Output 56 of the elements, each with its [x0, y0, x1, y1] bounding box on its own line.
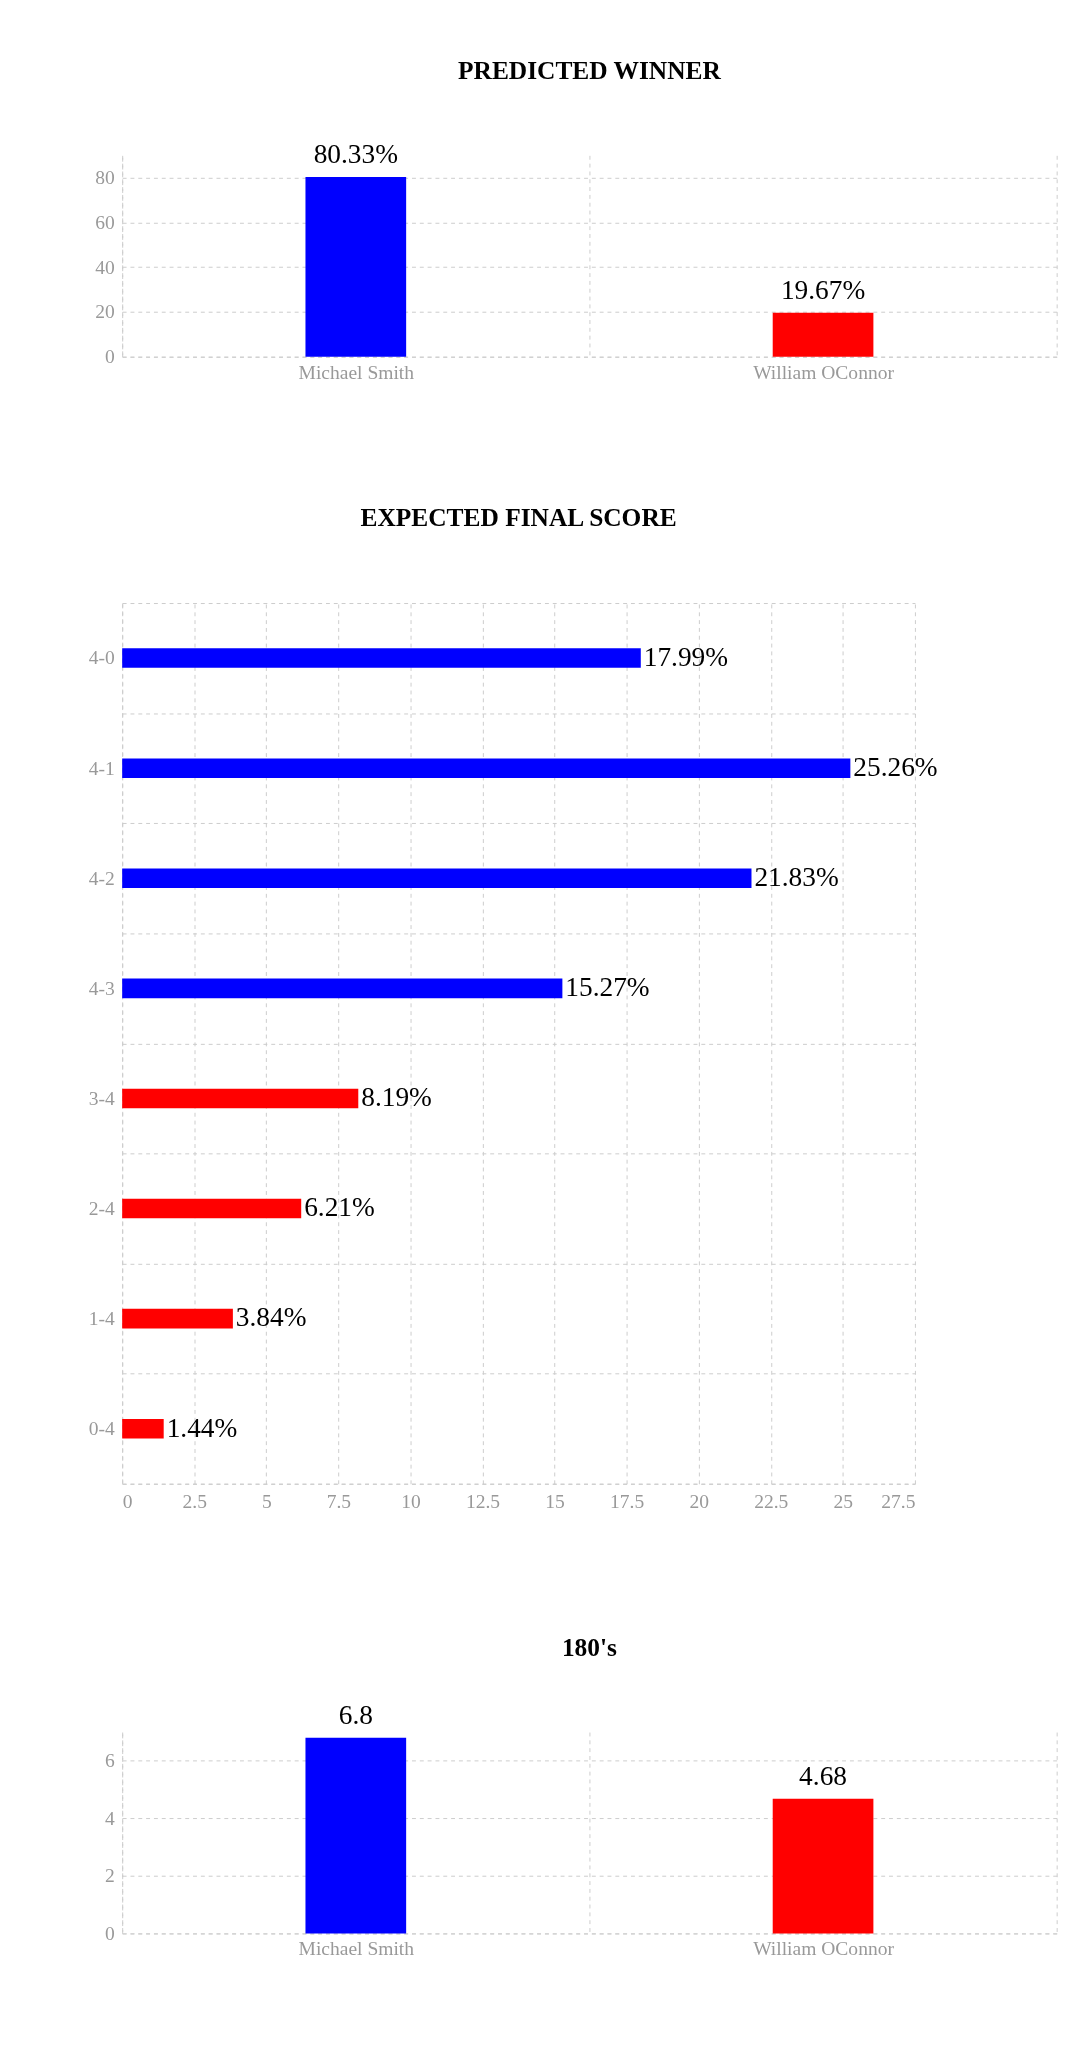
y-tick-label: 0-4: [88, 1418, 116, 1440]
data-label: 21.83%: [754, 862, 839, 893]
chart-title: 180's: [561, 1632, 618, 1661]
x-tick-label: 15: [545, 1490, 565, 1512]
data-label: 17.99%: [643, 641, 729, 672]
x-tick-label: 17.5: [610, 1490, 645, 1512]
data-label: 15.27%: [565, 972, 650, 1003]
y-tick-label: 2: [105, 1865, 115, 1887]
data-label: 6.8: [338, 1700, 373, 1731]
y-tick-label: 60: [95, 211, 116, 233]
x-tick-label: 25: [833, 1490, 854, 1512]
x-tick-label: William OConnor: [753, 1938, 895, 1960]
data-label: 1.44%: [166, 1412, 238, 1443]
bar: [122, 1198, 302, 1219]
bar: [122, 1088, 359, 1109]
x-tick-label: 0: [122, 1490, 133, 1512]
y-tick-label: 4: [105, 1807, 116, 1829]
y-tick-label: 2-4: [88, 1197, 116, 1219]
y-tick-label: 40: [95, 256, 116, 278]
data-label: 8.19%: [361, 1082, 432, 1113]
x-tick-label: Michael Smith: [298, 361, 415, 383]
data-label: 6.21%: [304, 1192, 375, 1223]
y-tick-label: 0: [105, 1922, 116, 1944]
x-tick-label: 12.5: [465, 1490, 501, 1512]
y-tick-label: 4-1: [88, 757, 115, 779]
bar: [122, 1418, 164, 1439]
y-tick-label: 6: [105, 1750, 116, 1772]
y-tick-label: 80: [95, 167, 116, 189]
data-label: 4.68: [799, 1761, 847, 1792]
data-label: 19.67%: [780, 275, 866, 306]
y-tick-label: 3-4: [88, 1087, 116, 1109]
x-tick-label: Michael Smith: [298, 1938, 415, 1960]
data-label: 25.26%: [853, 751, 938, 782]
x-tick-label: 27.5: [881, 1490, 916, 1512]
chart-title: PREDICTED WINNER: [458, 56, 722, 85]
y-tick-label: 20: [95, 301, 116, 323]
bar: [122, 978, 563, 999]
chart-title: EXPECTED FINAL SCORE: [360, 502, 677, 531]
data-label: 80.33%: [313, 139, 398, 170]
y-tick-label: 4-2: [88, 867, 115, 889]
y-tick-label: 0: [105, 346, 116, 368]
x-tick-label: 20: [689, 1490, 710, 1512]
x-tick-label: 2.5: [182, 1490, 207, 1512]
x-tick-label: 10: [401, 1490, 421, 1512]
bar: [122, 1308, 233, 1329]
x-tick-label: William OConnor: [753, 361, 895, 383]
bar: [122, 758, 851, 778]
x-tick-label: 7.5: [326, 1490, 352, 1512]
bar: [122, 868, 752, 889]
y-tick-label: 4-0: [88, 647, 116, 669]
data-label: 3.84%: [235, 1302, 307, 1333]
x-tick-label: 22.5: [754, 1490, 789, 1512]
y-tick-label: 1-4: [88, 1307, 116, 1329]
y-tick-label: 4-3: [88, 977, 115, 999]
x-tick-label: 5: [261, 1490, 272, 1512]
bar: [122, 648, 641, 668]
